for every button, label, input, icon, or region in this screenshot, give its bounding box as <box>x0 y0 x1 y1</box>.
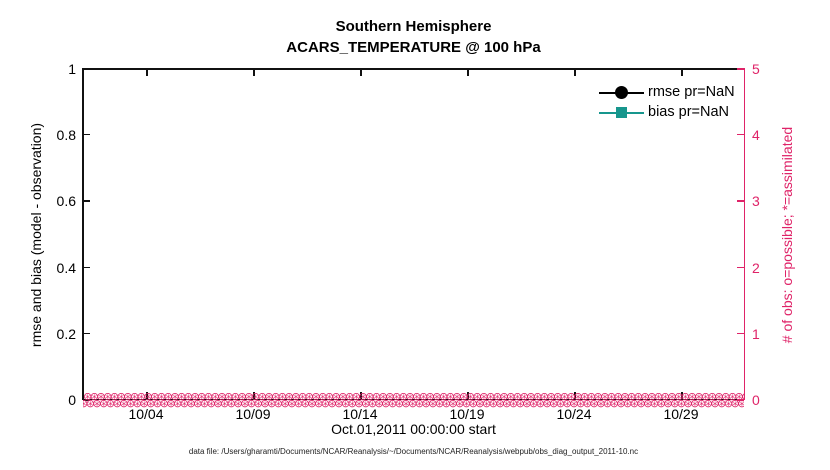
left-axis-spine <box>82 68 84 400</box>
left-tick-label: 0.2 <box>56 325 76 342</box>
left-axis-tick <box>83 68 90 70</box>
data-file-footnote: data file: /Users/gharamti/Documents/NCA… <box>188 447 639 456</box>
left-tick-label: 0.8 <box>56 126 76 143</box>
right-axis-tick <box>736 332 744 335</box>
legend-label-bias: bias pr=NaN <box>648 104 729 120</box>
x-axis-top-tick <box>146 69 148 76</box>
bottom-axis-spine <box>82 398 745 400</box>
right-axis-label: # of obs: o=possible; *=assimilated <box>779 126 795 344</box>
obs-marker-band: ⊛⊛⊛⊛⊛⊛⊛⊛⊛⊛⊛⊛⊛⊛⊛⊛⊛⊛⊛⊛⊛⊛⊛⊛⊛⊛⊛⊛⊛⊛⊛⊛⊛⊛⊛⊛⊛⊛⊛⊛… <box>83 393 744 408</box>
plot-title-region: Southern Hemisphere <box>335 18 492 35</box>
x-axis-top-tick <box>467 69 469 76</box>
right-tick-label: 4 <box>752 126 760 143</box>
x-axis-tick <box>253 392 255 399</box>
x-axis-tick <box>681 392 683 399</box>
x-tick-label: 10/14 <box>342 406 378 422</box>
obs-marker-row: ⊛⊛⊛⊛⊛⊛⊛⊛⊛⊛⊛⊛⊛⊛⊛⊛⊛⊛⊛⊛⊛⊛⊛⊛⊛⊛⊛⊛⊛⊛⊛⊛⊛⊛⊛⊛⊛⊛⊛⊛… <box>83 397 744 408</box>
x-axis-top-tick <box>681 69 683 76</box>
left-axis-tick <box>83 399 90 401</box>
x-tick-label: 10/09 <box>235 406 271 422</box>
x-axis-tick <box>467 392 469 399</box>
left-tick-label: 0.4 <box>56 259 76 276</box>
x-axis-label: Oct.01,2011 00:00:00 start <box>331 421 496 437</box>
x-axis-tick <box>360 392 362 399</box>
right-tick-label: 0 <box>752 392 760 408</box>
left-tick-label: 0 <box>68 392 76 408</box>
right-axis-tick <box>736 266 744 268</box>
top-axis-spine <box>82 68 745 70</box>
x-axis-tick <box>146 392 148 399</box>
left-tick-label: 0.6 <box>56 193 76 210</box>
x-tick-label: 10/04 <box>128 406 164 422</box>
x-tick-label: 10/24 <box>556 406 592 422</box>
x-axis-top-tick <box>574 69 576 76</box>
legend-label-rmse: rmse pr=NaN <box>648 84 735 100</box>
bias-square-marker-icon <box>616 107 627 118</box>
right-axis-tick <box>736 200 744 202</box>
right-axis-tick <box>736 68 744 70</box>
right-axis-tick <box>736 133 744 136</box>
left-axis-tick <box>83 266 90 268</box>
rmse-circle-marker-icon <box>615 86 628 99</box>
x-axis-top-tick <box>360 69 362 76</box>
plot-title-variable: ACARS_TEMPERATURE @ 100 hPa <box>286 39 541 56</box>
right-tick-label: 2 <box>752 259 760 276</box>
obs-marker-row: ⊛⊛⊛⊛⊛⊛⊛⊛⊛⊛⊛⊛⊛⊛⊛⊛⊛⊛⊛⊛⊛⊛⊛⊛⊛⊛⊛⊛⊛⊛⊛⊛⊛⊛⊛⊛⊛⊛⊛⊛… <box>83 393 744 403</box>
title-block: Southern Hemisphere ACARS_TEMPERATURE @ … <box>82 16 745 58</box>
x-axis-tick <box>574 392 576 399</box>
left-axis-tick <box>83 200 90 202</box>
left-axis-label: rmse and bias (model - observation) <box>28 122 44 348</box>
right-axis-spine <box>743 68 745 400</box>
x-tick-label: 10/29 <box>663 406 699 422</box>
left-axis-tick <box>83 332 90 335</box>
x-tick-label: 10/19 <box>449 406 485 422</box>
right-tick-label: 3 <box>752 193 760 210</box>
right-axis-tick <box>736 399 744 401</box>
right-tick-label: 5 <box>752 61 760 77</box>
x-axis-top-tick <box>253 69 255 76</box>
left-axis-tick <box>83 133 90 136</box>
right-tick-label: 1 <box>752 325 760 342</box>
left-tick-label: 1 <box>68 61 76 77</box>
